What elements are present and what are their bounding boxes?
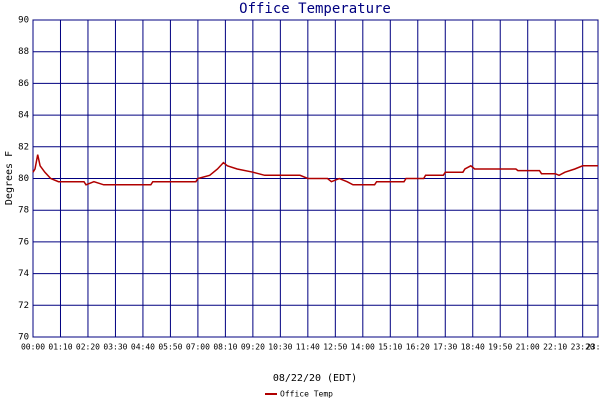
y-tick-label: 80 — [18, 174, 29, 184]
y-tick-label: 88 — [18, 47, 29, 57]
x-tick-label: 05:50 — [158, 343, 182, 352]
x-tick-label: 22:10 — [543, 343, 567, 352]
x-tick-label: 14:00 — [351, 343, 375, 352]
y-tick-label: 76 — [18, 237, 29, 247]
x-tick-label: 18:40 — [461, 343, 485, 352]
x-tick-label: 03:30 — [103, 343, 127, 352]
data-line — [32, 154, 598, 186]
y-tick-label: 84 — [18, 111, 29, 121]
x-tick-label: 11:40 — [296, 343, 320, 352]
y-tick-label: 70 — [18, 333, 29, 343]
x-tick-label: 23:59 — [586, 343, 600, 352]
x-tick-label: 23:20 — [571, 343, 595, 352]
x-tick-label: 12:50 — [323, 343, 347, 352]
x-tick-label: 21:00 — [516, 343, 540, 352]
y-axis-label: Degrees F — [4, 151, 15, 205]
y-tick-label: 78 — [18, 206, 29, 216]
chart-title: Office Temperature — [239, 1, 391, 17]
y-tick-label: 86 — [18, 79, 29, 89]
x-tick-label: 07:00 — [186, 343, 210, 352]
x-tick-label: 16:20 — [406, 343, 430, 352]
x-axis-label: 08/22/20 (EDT) — [273, 373, 357, 384]
x-tick-label: 09:20 — [241, 343, 265, 352]
x-tick-label: 08:10 — [213, 343, 237, 352]
x-tick-label: 04:40 — [131, 343, 155, 352]
x-tick-label: 02:20 — [76, 343, 100, 352]
x-tick-label: 15:10 — [378, 343, 402, 352]
y-tick-label: 72 — [18, 301, 29, 311]
x-tick-label: 10:30 — [268, 343, 292, 352]
x-tick-label: 01:10 — [48, 343, 72, 352]
y-tick-label: 90 — [18, 16, 29, 26]
x-tick-label: 19:50 — [488, 343, 512, 352]
y-tick-label: 74 — [18, 269, 29, 279]
legend-label: Office Temp — [280, 390, 333, 399]
x-tick-label: 17:30 — [433, 343, 457, 352]
x-tick-label: 00:00 — [21, 343, 45, 352]
y-tick-label: 82 — [18, 142, 29, 152]
